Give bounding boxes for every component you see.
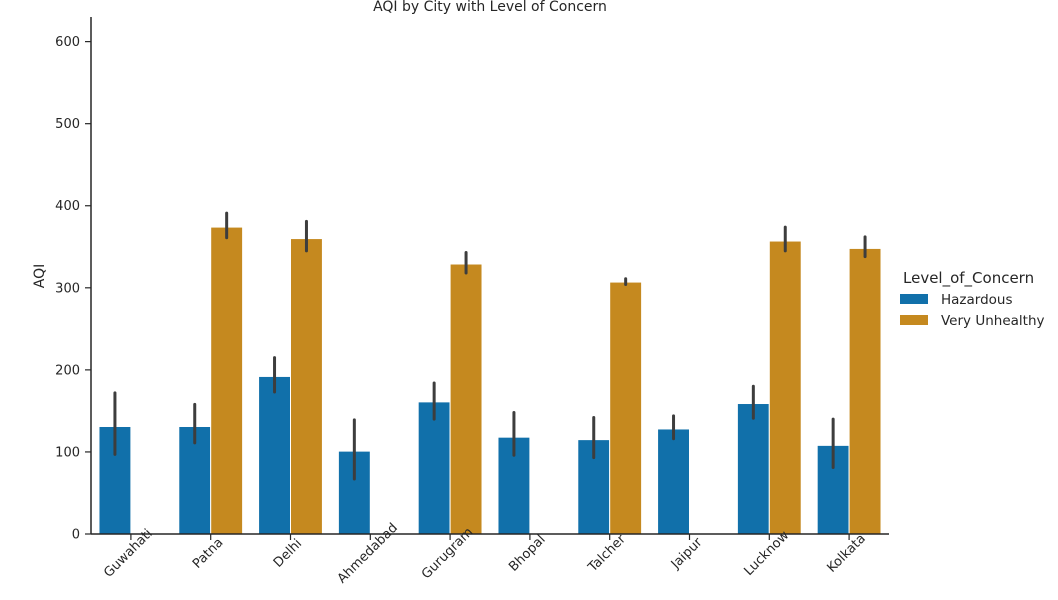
legend-label-0: Hazardous [941, 292, 1013, 308]
bar-0-4 [417, 401, 451, 535]
bar-1-4 [449, 263, 483, 535]
bar-1-8 [768, 240, 802, 535]
x-tick-label-2: Delhi [271, 536, 305, 570]
x-tick-label-1: Patna [190, 535, 226, 571]
chart-title: AQI by City with Level of Concern [373, 0, 607, 15]
bars-layer [98, 226, 882, 535]
bar-0-5 [497, 436, 531, 535]
legend: Level_of_Concern Hazardous Very Unhealthy [900, 269, 1045, 329]
x-tick-label-7: Jaipur [668, 535, 706, 573]
legend-swatch-1 [900, 315, 928, 325]
y-tick-label-6: 600 [55, 35, 80, 50]
bar-0-1 [178, 425, 212, 535]
legend-title: Level_of_Concern [903, 269, 1034, 288]
bar-1-6 [609, 281, 643, 535]
bar-1-2 [290, 238, 323, 535]
y-tick-label-1: 100 [55, 445, 80, 460]
y-axis-label: AQI [32, 264, 48, 288]
legend-swatch-0 [900, 294, 928, 304]
x-tick-label-8: Lucknow [741, 528, 792, 579]
bar-0-2 [258, 375, 291, 535]
x-tick-label-5: Bhopal [506, 532, 548, 574]
x-tick-label-9: Kolkata [824, 531, 868, 575]
y-tick-label-5: 500 [55, 117, 80, 132]
errorbars-layer [113, 211, 867, 481]
y-tick-label-3: 300 [55, 281, 80, 296]
bar-1-1 [210, 226, 244, 535]
legend-label-1: Very Unhealthy [941, 313, 1045, 329]
bar-0-8 [736, 403, 770, 535]
y-tick-label-4: 400 [55, 199, 80, 214]
x-tick-label-6: Talcher [585, 531, 629, 575]
bar-0-7 [657, 428, 691, 535]
bar-1-9 [848, 247, 882, 535]
y-tick-label-0: 0 [72, 528, 80, 543]
y-tick-label-2: 200 [55, 363, 80, 378]
